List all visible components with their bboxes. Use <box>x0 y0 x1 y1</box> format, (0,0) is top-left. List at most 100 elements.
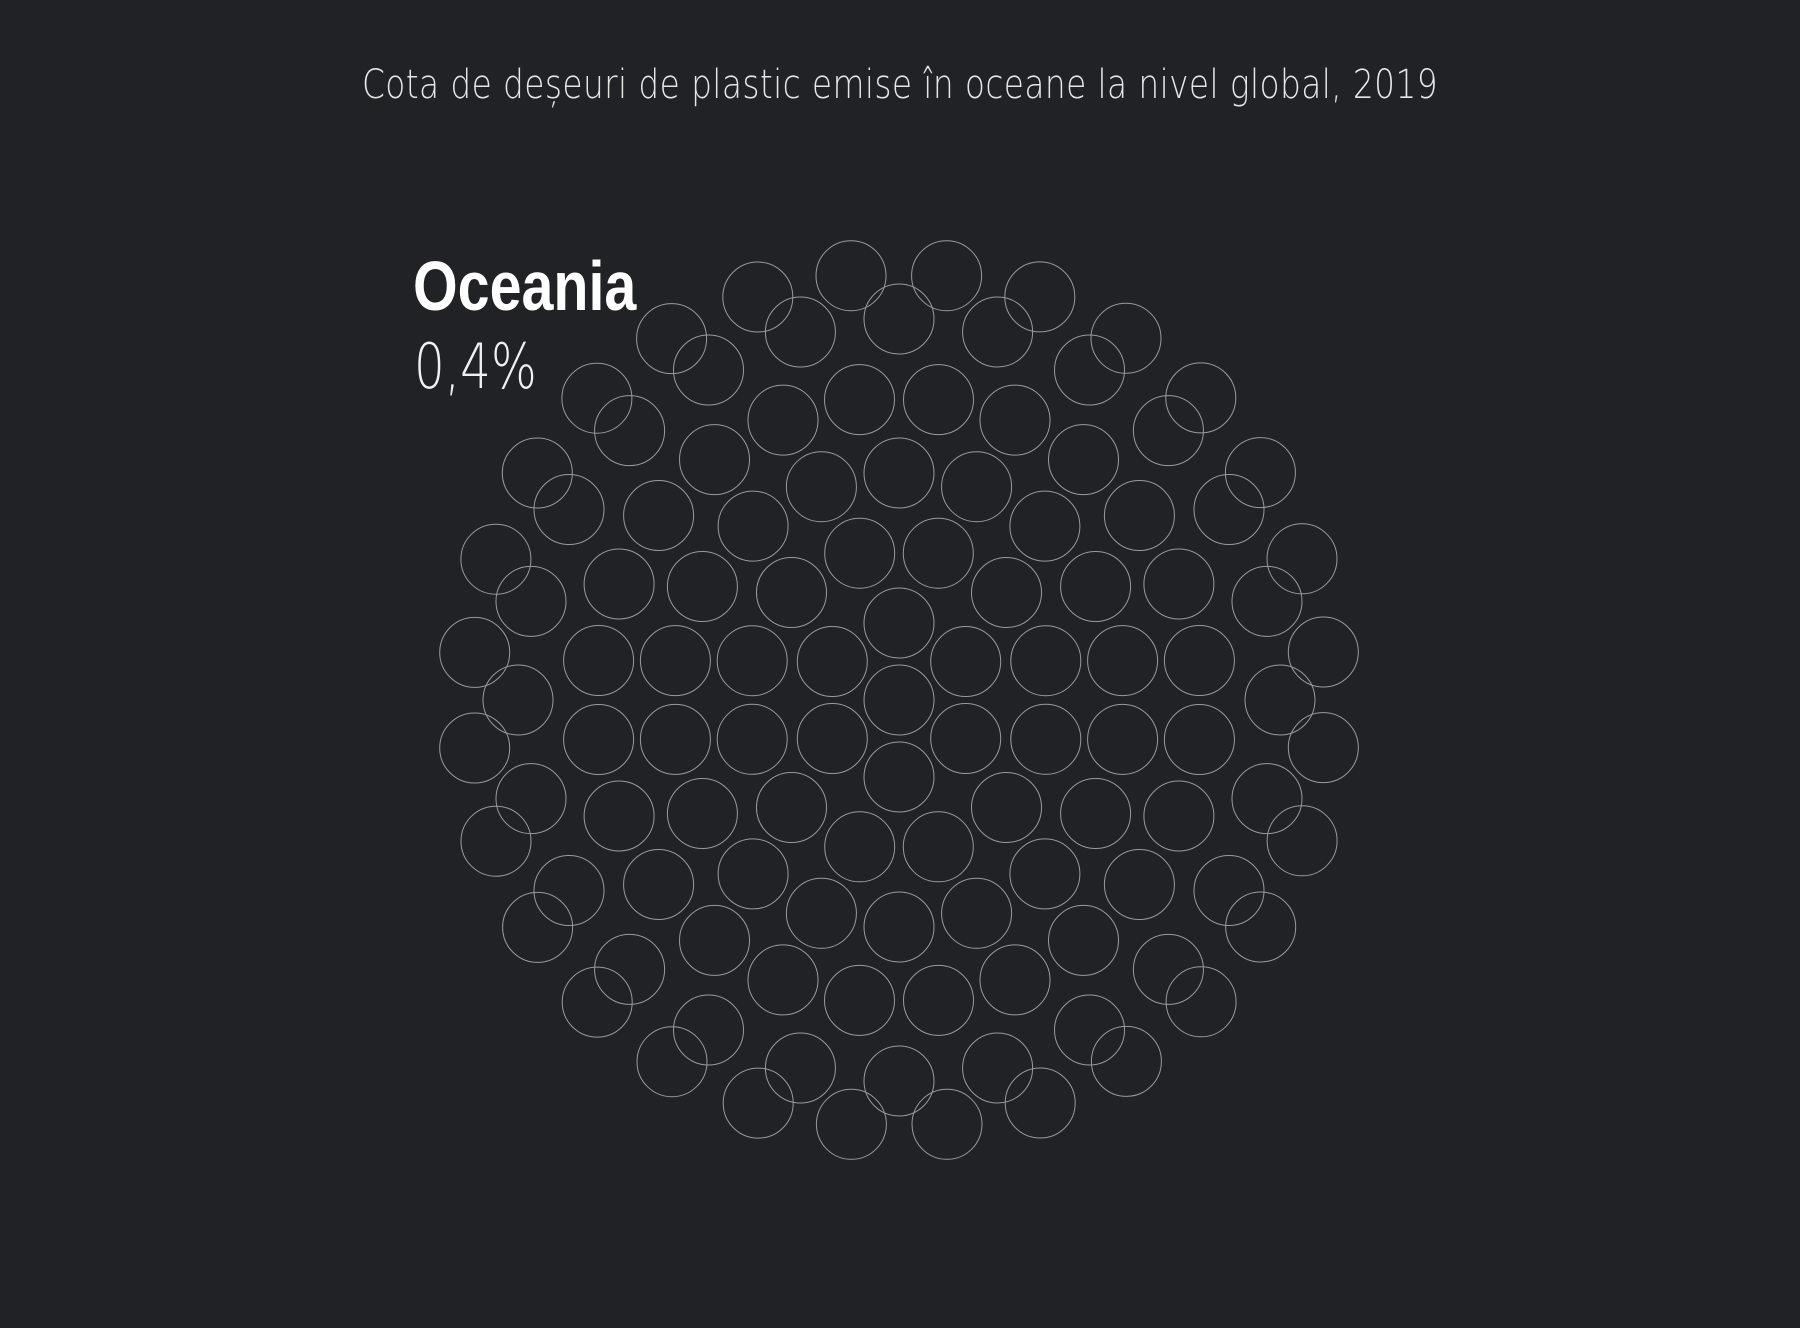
waste-unit-circle <box>623 849 695 920</box>
waste-unit-circle <box>460 523 532 595</box>
waste-unit-circle <box>1143 548 1215 620</box>
waste-unit-circle <box>863 283 935 355</box>
waste-unit-circle <box>495 565 567 637</box>
waste-unit-circle <box>533 855 605 926</box>
waste-unit-circle <box>1054 994 1125 1066</box>
waste-unit-circle <box>1009 838 1081 910</box>
waste-unit-circle <box>722 1067 794 1139</box>
waste-unit-circle <box>717 838 789 910</box>
waste-unit-circle <box>971 772 1042 843</box>
waste-unit-circle <box>1165 362 1237 434</box>
waste-unit-circle <box>1103 849 1175 920</box>
waste-unit-circle <box>1225 891 1297 963</box>
waste-unit-circle <box>1163 625 1235 696</box>
waste-unit-circle <box>815 1088 887 1160</box>
waste-unit-circle <box>824 811 896 883</box>
waste-unit-circle <box>1004 1067 1076 1139</box>
waste-unit-circle <box>594 933 666 1005</box>
waste-unit-circle <box>1087 703 1159 775</box>
waste-unit-circle <box>756 557 827 628</box>
waste-unit-circle <box>1143 780 1215 852</box>
waste-unit-circle <box>722 261 794 333</box>
waste-unit-circle <box>1163 704 1235 775</box>
waste-unit-circle <box>639 625 711 697</box>
waste-unit-circle <box>863 1045 935 1117</box>
waste-unit-circle <box>679 424 750 496</box>
waste-unit-circle <box>482 664 554 736</box>
waste-unit-circle <box>1048 904 1119 976</box>
waste-unit-circle <box>495 763 567 835</box>
waste-unit-circle <box>815 240 887 312</box>
waste-unit-circle <box>1010 703 1082 775</box>
waste-unit-circle <box>717 490 789 562</box>
chart-title: Cota de deșeuri de plastic emise în ocea… <box>361 62 1439 108</box>
waste-unit-circle <box>460 805 532 877</box>
waste-unit-circle <box>863 741 935 813</box>
waste-unit-circle <box>1010 625 1082 697</box>
waste-unit-circle <box>583 780 655 852</box>
waste-unit-circle <box>930 703 1002 774</box>
waste-unit-circle <box>902 517 974 589</box>
waste-unit-circle <box>561 362 633 434</box>
waste-unit-circle <box>824 964 895 1036</box>
waste-unit-circle <box>636 303 708 375</box>
waste-unit-circle <box>785 877 857 949</box>
waste-unit-circle <box>533 474 605 545</box>
waste-unit-circle <box>962 1032 1034 1104</box>
waste-unit-circle <box>716 625 788 697</box>
region-value: 0,4% <box>414 330 537 403</box>
waste-unit-circle <box>1090 302 1162 374</box>
waste-unit-circle <box>785 451 857 523</box>
waste-unit-circle <box>930 626 1002 697</box>
waste-unit-circle <box>941 451 1013 523</box>
waste-unit-circle <box>1132 395 1204 467</box>
waste-unit-circle <box>902 811 974 883</box>
waste-unit-circle <box>1266 805 1338 877</box>
waste-unit-circle <box>863 891 935 963</box>
waste-unit-circle <box>903 364 974 436</box>
waste-unit-circle <box>439 616 511 688</box>
waste-unit-circle <box>1090 1025 1162 1097</box>
waste-unit-circle <box>1287 712 1359 784</box>
waste-unit-circle <box>1132 933 1204 1005</box>
waste-unit-circle <box>666 551 738 622</box>
waste-unit-circle <box>1287 616 1359 688</box>
waste-unit-circle <box>439 712 511 784</box>
waste-unit-circle <box>563 625 635 696</box>
waste-unit-circle <box>756 772 827 843</box>
waste-unit-circle <box>1048 424 1119 496</box>
waste-unit-circle <box>1224 437 1296 509</box>
waste-unit-circle <box>1009 490 1081 562</box>
waste-unit-circle <box>1004 261 1076 333</box>
waste-unit-circle <box>824 364 895 436</box>
waste-unit-circle <box>1266 523 1338 595</box>
waste-unit-circle <box>764 1032 836 1104</box>
waste-unit-circle <box>1193 855 1265 926</box>
waste-unit-circle <box>747 384 819 456</box>
waste-unit-circle <box>941 877 1013 949</box>
waste-unit-circle <box>561 966 633 1038</box>
waste-unit-circle <box>962 296 1034 368</box>
waste-unit-circle <box>1103 480 1175 551</box>
waste-unit-circle <box>594 395 666 467</box>
waste-unit-circle <box>1087 625 1159 697</box>
waste-unit-circle <box>747 944 819 1016</box>
waste-unit-circle <box>639 703 711 775</box>
waste-unit-circle <box>583 548 655 620</box>
waste-unit-circle <box>971 557 1042 628</box>
waste-unit-circle <box>1060 551 1132 622</box>
waste-unit-circle <box>764 296 836 368</box>
waste-unit-circle <box>501 437 573 509</box>
waste-unit-circle <box>911 1088 983 1160</box>
waste-unit-circle <box>824 517 896 589</box>
region-label: Oceania <box>413 247 637 325</box>
waste-unit-circle <box>1060 778 1132 849</box>
waste-unit-circle <box>1193 474 1265 545</box>
waste-unit-circle <box>863 664 935 736</box>
waste-unit-circle <box>673 994 744 1066</box>
waste-unit-circle <box>679 904 750 976</box>
waste-unit-circle <box>623 480 695 551</box>
waste-unit-circle <box>563 704 635 775</box>
